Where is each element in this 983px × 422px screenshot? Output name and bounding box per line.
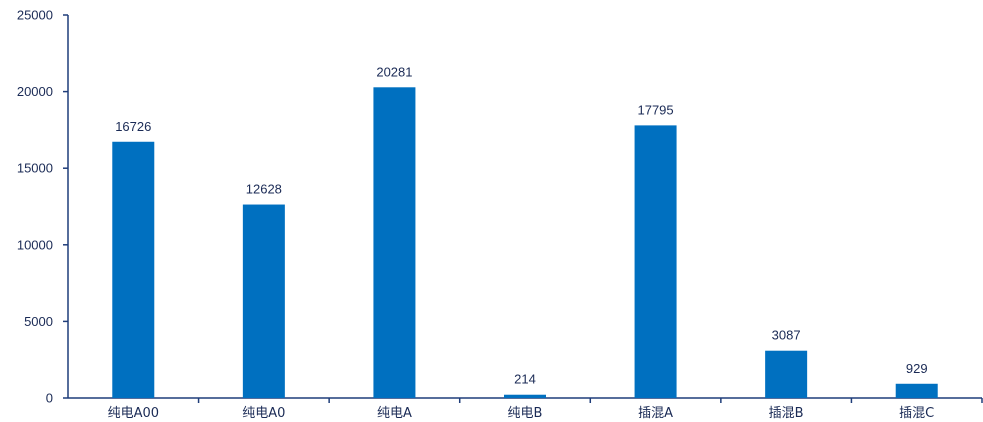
bar-4 (504, 394, 546, 398)
data-label-6: 3087 (772, 328, 801, 343)
data-label-1: 16726 (115, 119, 151, 134)
y-tick-label: 20000 (17, 84, 53, 99)
x-category-label-5: 插混A (638, 406, 673, 421)
data-label-2: 12628 (246, 182, 282, 197)
bar-1 (112, 141, 155, 398)
x-category-label-6: 插混B (769, 406, 804, 421)
x-category-label-3: 纯电A (377, 406, 412, 421)
x-category-label-1: 纯电A00 (108, 406, 159, 421)
y-tick-label: 5000 (24, 314, 53, 329)
data-label-5: 17795 (637, 102, 673, 117)
x-category-label-7: 插混C (899, 406, 934, 421)
data-labels: 16726 12628 20281 214 17795 3087 929 (115, 64, 927, 386)
bar-3 (373, 87, 416, 399)
y-axis: 0 5000 10000 15000 20000 25000 (17, 8, 69, 406)
data-label-4: 214 (514, 372, 536, 387)
x-category-label-4: 纯电B (508, 406, 543, 421)
bar-5 (634, 125, 677, 398)
bar-6 (765, 350, 808, 398)
x-axis: 纯电A00 纯电A0 纯电A 纯电B 插混A 插混B 插混C (68, 397, 983, 421)
bar-7 (895, 383, 938, 398)
y-tick-label: 0 (46, 391, 53, 406)
y-tick-label: 25000 (17, 8, 53, 23)
bar-2 (242, 204, 285, 398)
y-tick-label: 10000 (17, 237, 53, 252)
y-tick-label: 15000 (17, 161, 53, 176)
data-label-7: 929 (906, 361, 928, 376)
x-category-label-2: 纯电A0 (242, 406, 285, 421)
bars (112, 87, 938, 399)
data-label-3: 20281 (376, 64, 412, 79)
